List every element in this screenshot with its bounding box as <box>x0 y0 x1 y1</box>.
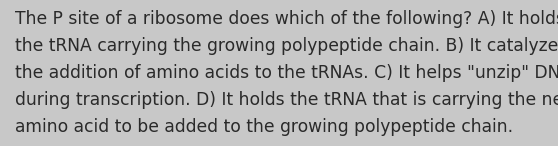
Text: amino acid to be added to the growing polypeptide chain.: amino acid to be added to the growing po… <box>15 118 513 136</box>
Text: the addition of amino acids to the tRNAs. C) It helps "unzip" DNA: the addition of amino acids to the tRNAs… <box>15 64 558 82</box>
Text: during transcription. D) It holds the tRNA that is carrying the next: during transcription. D) It holds the tR… <box>15 91 558 109</box>
Text: The P site of a ribosome does which of the following? A) It holds: The P site of a ribosome does which of t… <box>15 10 558 28</box>
Text: the tRNA carrying the growing polypeptide chain. B) It catalyzes: the tRNA carrying the growing polypeptid… <box>15 37 558 55</box>
